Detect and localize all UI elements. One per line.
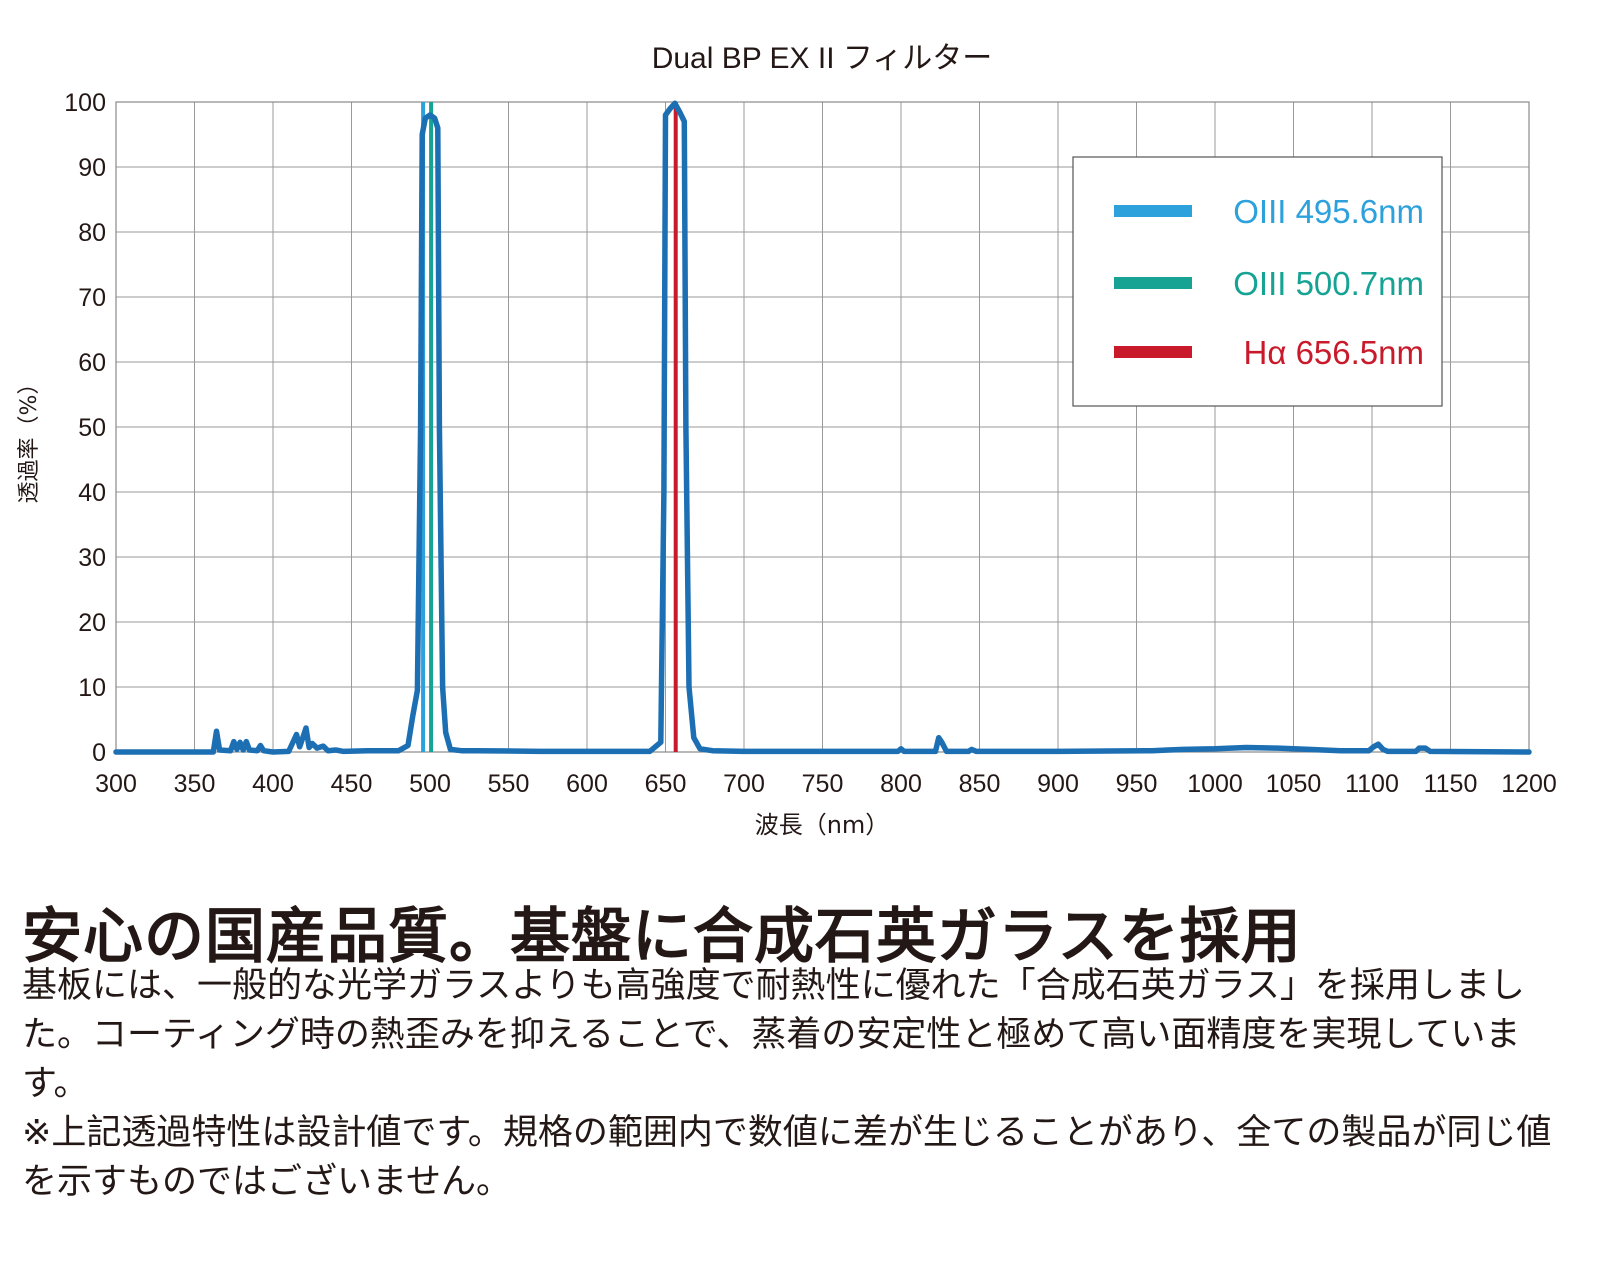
x-tick-label: 900	[1037, 770, 1079, 798]
y-tick-label: 100	[64, 89, 106, 117]
y-tick-label: 40	[78, 479, 106, 507]
x-tick-label: 450	[331, 770, 373, 798]
x-tick-label: 950	[1116, 770, 1158, 798]
y-axis-label: 透過率（%）	[17, 373, 42, 504]
description-paragraph: 基板には、一般的な光学ガラスよりも高強度で耐熱性に優れた「合成石英ガラス」を採用…	[22, 966, 1525, 1104]
x-tick-label: 1200	[1501, 770, 1557, 798]
y-tick-label: 50	[78, 414, 106, 442]
y-tick-label: 30	[78, 544, 106, 572]
x-tick-label: 400	[252, 770, 294, 798]
y-tick-label: 70	[78, 284, 106, 312]
x-tick-label: 800	[880, 770, 922, 798]
description: 基板には、一般的な光学ガラスよりも高強度で耐熱性に優れた「合成石英ガラス」を採用…	[22, 962, 1582, 1207]
x-tick-label: 1000	[1187, 770, 1243, 798]
x-tick-label: 550	[488, 770, 530, 798]
y-tick-label: 60	[78, 349, 106, 377]
x-tick-label: 850	[959, 770, 1001, 798]
y-tick-label: 80	[78, 219, 106, 247]
x-tick-label: 750	[802, 770, 844, 798]
y-tick-label: 90	[78, 154, 106, 182]
x-axis-label: 波長（nm）	[755, 811, 890, 839]
legend: OIII 495.6nm OIII 500.7nm Hα 656.5nm	[1072, 156, 1443, 407]
y-tick-label: 20	[78, 609, 106, 637]
legend-box	[1072, 156, 1443, 407]
x-tick-label: 650	[645, 770, 687, 798]
x-tick-label: 350	[174, 770, 216, 798]
x-tick-label: 1150	[1424, 770, 1478, 798]
y-tick-label: 0	[92, 739, 106, 767]
section-heading: 安心の国産品質。基盤に合成石英ガラスを採用	[22, 902, 1302, 972]
x-tick-label: 300	[95, 770, 137, 798]
y-tick-labels: 0 10 20 30 40 50 60 70 80 90 100	[64, 89, 106, 767]
x-tick-label: 500	[409, 770, 451, 798]
legend-label: OIII 495.6nm	[1233, 193, 1424, 230]
legend-label: Hα 656.5nm	[1243, 334, 1424, 371]
transmission-chart: Dual BP EX II フィルター 透過率（%） 波長（nm） 300 350…	[17, 42, 1557, 839]
x-tick-label: 600	[566, 770, 608, 798]
disclaimer-paragraph: ※上記透過特性は設計値です。規格の範囲内で数値に差が生じることがあり、全ての製品…	[22, 1113, 1552, 1202]
x-tick-label: 1050	[1266, 770, 1322, 798]
legend-label: OIII 500.7nm	[1233, 265, 1424, 302]
y-tick-label: 10	[78, 674, 106, 702]
x-tick-labels: 300 350 400 450 500 550 600 650 700 750 800 850 900 9…	[95, 770, 1557, 798]
x-tick-label: 1100	[1345, 770, 1399, 798]
chart-title: Dual BP EX II フィルター	[652, 42, 993, 75]
transmission-curve	[113, 100, 1532, 755]
x-tick-label: 700	[723, 770, 765, 798]
